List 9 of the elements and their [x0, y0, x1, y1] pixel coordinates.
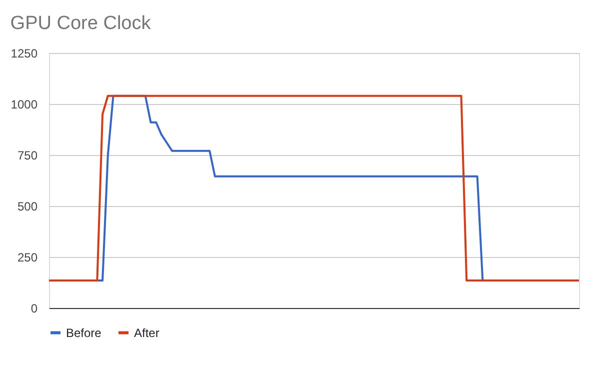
y-tick-label: 1000	[10, 98, 38, 112]
legend-label: After	[134, 326, 160, 340]
y-tick-label: 0	[30, 302, 38, 316]
y-tick-label: 250	[17, 250, 38, 264]
y-tick-label: 500	[17, 200, 38, 214]
y-tick-label: 750	[17, 148, 38, 162]
legend-label: Before	[66, 326, 102, 340]
y-tick-label: 1250	[10, 46, 38, 60]
chart-title: GPU Core Clock	[10, 13, 152, 34]
